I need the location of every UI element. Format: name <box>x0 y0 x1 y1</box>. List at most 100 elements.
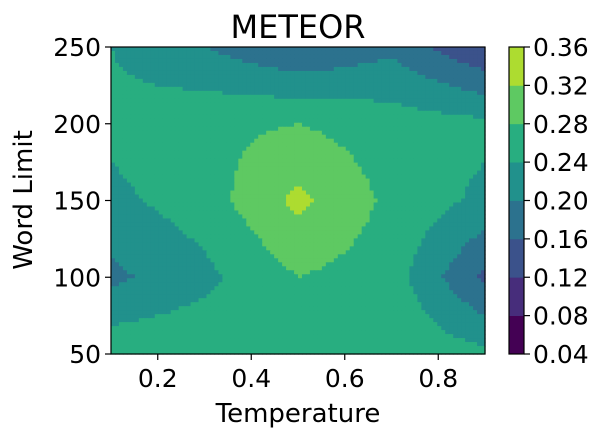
contour-cell <box>230 178 235 184</box>
contour-cell <box>449 182 454 188</box>
contour-cell <box>158 102 164 108</box>
contour-cell <box>114 170 120 176</box>
contour-cell <box>409 158 414 164</box>
contour-cell <box>138 58 144 64</box>
contour-cell <box>182 130 188 136</box>
contour-cell <box>198 198 204 204</box>
contour-cell <box>182 82 188 88</box>
contour-cell <box>365 202 371 208</box>
contour-cell <box>397 250 403 255</box>
contour-cell <box>138 190 144 196</box>
contour-cell <box>294 202 299 208</box>
contour-cell <box>341 162 347 168</box>
contour-cell <box>385 106 391 112</box>
contour-cell <box>166 194 172 200</box>
contour-cell <box>278 202 283 208</box>
contour-cell <box>341 78 347 84</box>
contour-cell <box>122 78 128 84</box>
contour-cell <box>162 158 168 164</box>
contour-cell <box>309 110 315 116</box>
contour-cell <box>405 186 411 192</box>
contour-cell <box>111 90 116 96</box>
contour-cell <box>369 110 375 116</box>
contour-cell <box>214 246 220 251</box>
contour-cell <box>118 186 124 192</box>
contour-cell <box>429 218 434 224</box>
contour-cell <box>373 98 379 104</box>
contour-cell <box>433 58 438 64</box>
contour-cell <box>409 98 414 104</box>
contour-cell <box>397 114 403 120</box>
contour-cell <box>397 142 403 148</box>
contour-cell <box>274 162 279 168</box>
contour-cell <box>333 47 339 52</box>
contour-cell <box>234 186 239 192</box>
contour-cell <box>313 102 319 108</box>
contour-cell <box>162 74 168 80</box>
contour-cell <box>365 82 371 88</box>
contour-cell <box>158 47 164 52</box>
contour-cell <box>286 174 291 180</box>
contour-cell <box>337 110 343 116</box>
contour-cell <box>194 158 200 164</box>
contour-cell <box>433 182 438 188</box>
contour-cell <box>270 174 275 180</box>
contour-cell <box>290 110 295 116</box>
contour-cell <box>278 234 283 239</box>
contour-cell <box>154 170 160 176</box>
contour-cell <box>345 50 351 56</box>
contour-cell <box>198 146 204 152</box>
contour-cell <box>321 134 327 140</box>
contour-cell <box>170 110 176 116</box>
contour-cell <box>457 214 462 220</box>
contour-cell <box>317 54 323 60</box>
contour-cell <box>226 178 231 184</box>
contour-cell <box>158 110 164 116</box>
contour-cell <box>389 58 395 64</box>
contour-cell <box>449 178 454 184</box>
contour-cell <box>218 47 224 52</box>
contour-cell <box>154 138 160 144</box>
contour-cell <box>481 66 486 72</box>
contour-cell <box>377 70 383 76</box>
contour-cell <box>405 126 411 132</box>
contour-cell <box>138 134 144 140</box>
contour-cell <box>282 150 287 156</box>
contour-cell <box>381 162 387 168</box>
contour-cell <box>349 242 355 247</box>
contour-cell <box>301 174 307 180</box>
contour-cell <box>258 150 263 156</box>
contour-cell <box>405 150 411 156</box>
contour-cell <box>389 70 395 76</box>
contour-cell <box>242 134 247 140</box>
contour-cell <box>337 154 343 160</box>
contour-cell <box>365 210 371 216</box>
contour-cell <box>134 47 140 52</box>
contour-cell <box>433 138 438 144</box>
contour-cell <box>369 114 375 120</box>
contour-cell <box>258 74 263 80</box>
contour-cell <box>286 250 291 255</box>
contour-cell <box>389 242 395 247</box>
contour-cell <box>190 110 196 116</box>
contour-cell <box>321 62 327 68</box>
contour-cell <box>357 242 363 247</box>
contour-cell <box>401 198 407 204</box>
contour-cell <box>445 174 450 180</box>
contour-cell <box>361 166 367 172</box>
contour-cell <box>182 226 188 232</box>
contour-cell <box>397 214 403 220</box>
contour-cell <box>465 126 470 132</box>
contour-cell <box>349 222 355 228</box>
contour-cell <box>290 74 295 80</box>
contour-cell <box>413 50 418 56</box>
contour-cell <box>313 74 319 80</box>
contour-cell <box>142 210 148 216</box>
contour-cell <box>214 198 220 204</box>
contour-cell <box>254 110 259 116</box>
contour-cell <box>158 222 164 228</box>
contour-cell <box>377 202 383 208</box>
contour-cell <box>286 150 291 156</box>
contour-cell <box>381 138 387 144</box>
contour-cell <box>126 94 132 100</box>
